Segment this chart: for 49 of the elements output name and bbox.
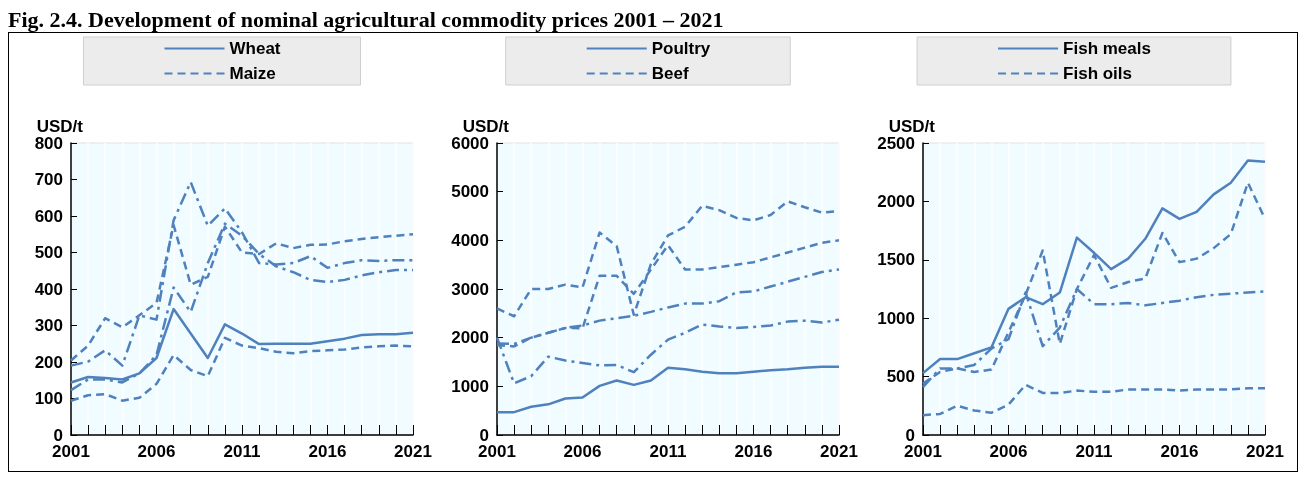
- y-axis-title: USD/t: [888, 116, 936, 136]
- x-tick-label: 2001: [478, 442, 516, 461]
- x-tick-label: 2006: [137, 442, 176, 461]
- legend-label: Fish meals: [1063, 39, 1151, 58]
- legend-label: Wheat: [229, 39, 281, 58]
- y-tick-label: 2500: [877, 133, 915, 153]
- y-tick-label: 500: [886, 367, 915, 387]
- x-tick-label: 2011: [649, 442, 687, 461]
- y-tick-label: 700: [34, 170, 63, 189]
- y-tick-label: 400: [34, 279, 63, 299]
- y-tick-label: 4000: [451, 230, 489, 250]
- y-tick-label: 2000: [877, 191, 915, 211]
- x-tick-label: 2016: [734, 442, 773, 461]
- x-tick-label: 2006: [563, 442, 602, 461]
- y-axis-title: USD/t: [36, 116, 84, 136]
- y-tick-label: 6000: [451, 133, 489, 153]
- x-tick-label: 2016: [308, 442, 347, 461]
- y-tick-label: 600: [34, 206, 63, 226]
- legend-label: Poultry: [651, 39, 711, 58]
- y-tick-label: 0: [53, 425, 63, 445]
- y-tick-label: 2000: [451, 328, 489, 348]
- y-axis-title: USD/t: [462, 116, 510, 136]
- y-tick-label: 1500: [877, 250, 915, 270]
- y-tick-label: 5000: [451, 182, 489, 202]
- y-tick-label: 1000: [877, 308, 915, 328]
- y-tick-label: 800: [34, 133, 63, 153]
- line-series: [495, 365, 841, 414]
- chart-title: Fig. 2.4. Development of nominal agricultural commodity prices 2001 – 2021: [8, 7, 725, 32]
- x-tick-label: 2001: [904, 442, 942, 461]
- y-tick-label: 0: [905, 425, 915, 445]
- x-tick-label: 2001: [52, 442, 90, 461]
- x-tick-label: 2021: [1246, 442, 1284, 461]
- line-series: [921, 383, 1267, 417]
- x-tick-label: 2011: [223, 442, 261, 461]
- y-tick-label: 1000: [451, 376, 489, 396]
- x-tick-label: 2016: [1160, 442, 1199, 461]
- legend-label: Fish oils: [1063, 64, 1133, 83]
- y-tick-label: 3000: [451, 279, 489, 299]
- y-tick-label: 200: [34, 352, 63, 372]
- x-tick-label: 2021: [394, 442, 432, 461]
- y-tick-label: 100: [34, 389, 63, 408]
- y-tick-label: 300: [34, 316, 63, 335]
- legend-label: Maize: [229, 64, 276, 83]
- x-tick-label: 2021: [820, 442, 858, 461]
- y-tick-label: 0: [479, 425, 489, 445]
- legend-label: Beef: [651, 64, 689, 83]
- y-tick-label: 500: [34, 243, 63, 262]
- x-tick-label: 2011: [1075, 442, 1113, 461]
- x-tick-label: 2006: [989, 442, 1028, 461]
